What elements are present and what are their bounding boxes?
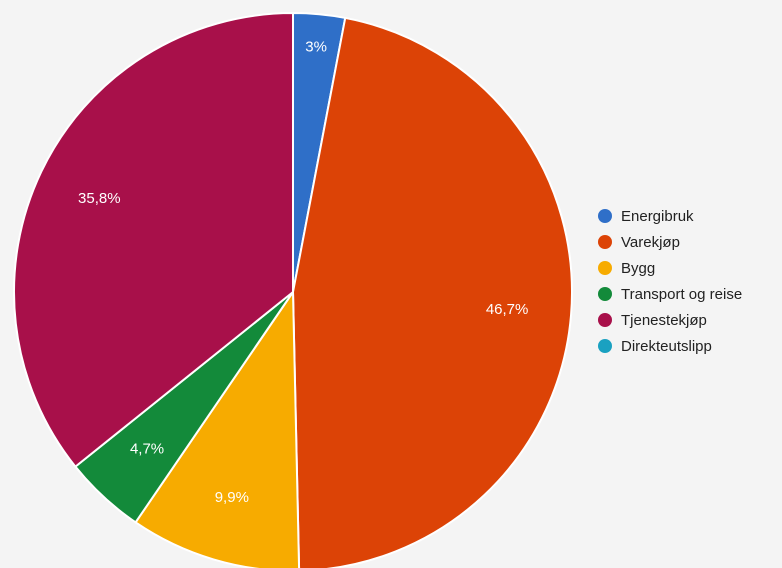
pie-slice-varekjop[interactable] [291,16,573,568]
legend-swatch-varekjop [598,235,612,249]
legend-swatch-energibruk [598,209,612,223]
legend-item-bygg[interactable]: Bygg [598,255,782,281]
legend-item-energibruk[interactable]: Energibruk [598,203,782,229]
pie-slice-bygg[interactable] [134,288,301,568]
legend-label-varekjop: Varekjøp [621,233,680,251]
slice-label-tjenestekjop: 35,8% [78,190,121,207]
legend-label-bygg: Bygg [621,259,656,277]
legend: Energibruk Varekjøp Bygg Transport og re… [598,203,782,359]
legend-label-direkteutslipp: Direkteutslipp [621,337,712,355]
legend-label-tjenestekjop: Tjenestekjøp [621,311,707,329]
legend-item-varekjop[interactable]: Varekjøp [598,229,782,255]
slice-label-bygg: 9,9% [215,489,249,506]
legend-swatch-transport-og-reise [598,287,612,301]
legend-label-transport-og-reise: Transport og reise [621,285,743,303]
slice-label-varekjop: 46,7% [486,301,529,318]
legend-swatch-bygg [598,261,612,275]
slice-label-transport-og-reise: 4,7% [130,441,164,458]
pie-slice-tjenestekjop[interactable] [13,11,294,469]
pie-plot-area: 3% 46,7% 9,9% 4,7% 35,8% [13,11,573,568]
legend-item-tjenestekjop[interactable]: Tjenestekjøp [598,307,782,333]
legend-item-transport-og-reise[interactable]: Transport og reise [598,281,782,307]
slice-label-energibruk: 3% [305,39,327,56]
legend-swatch-direkteutslipp [598,339,612,353]
legend-item-direkteutslipp[interactable]: Direkteutslipp [598,333,782,359]
legend-label-energibruk: Energibruk [621,207,694,225]
legend-swatch-tjenestekjop [598,313,612,327]
